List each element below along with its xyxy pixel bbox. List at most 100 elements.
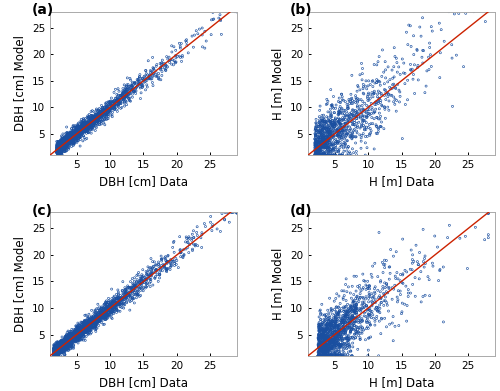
Point	[324, 333, 332, 339]
Point	[60, 345, 68, 351]
Point	[366, 132, 374, 138]
Point	[70, 131, 78, 137]
Point	[54, 345, 62, 351]
Point	[324, 334, 332, 341]
Point	[314, 353, 322, 359]
Point	[65, 134, 73, 140]
Point	[116, 99, 124, 106]
Point	[330, 118, 338, 124]
Point	[76, 328, 84, 334]
Point	[362, 140, 370, 146]
Point	[63, 140, 71, 146]
Point	[92, 112, 100, 118]
Point	[314, 331, 322, 337]
Point	[80, 128, 88, 135]
Point	[76, 323, 84, 330]
Point	[324, 353, 332, 359]
Point	[327, 307, 335, 313]
Point	[352, 314, 360, 320]
Point	[63, 137, 71, 143]
Point	[108, 310, 116, 316]
Point	[324, 118, 332, 124]
Point	[58, 343, 66, 349]
Point	[142, 278, 150, 284]
Point	[64, 341, 72, 347]
Point	[66, 136, 74, 142]
Point	[60, 144, 68, 151]
Point	[96, 318, 104, 325]
Point	[80, 327, 88, 333]
Point	[359, 119, 367, 125]
Point	[120, 95, 128, 101]
Point	[106, 299, 114, 305]
Point	[101, 309, 109, 316]
Point	[335, 128, 343, 134]
Point	[70, 330, 78, 336]
Point	[375, 54, 383, 60]
Point	[128, 286, 136, 292]
Point	[56, 145, 64, 151]
Point	[320, 328, 328, 334]
Point	[161, 262, 169, 268]
Point	[53, 346, 61, 353]
Point	[56, 349, 64, 355]
Point	[54, 149, 62, 155]
Point	[388, 67, 396, 73]
Point	[56, 143, 64, 149]
Point	[120, 89, 128, 95]
Point	[96, 114, 104, 120]
Point	[346, 150, 354, 156]
Point	[53, 352, 61, 358]
Point	[58, 140, 66, 146]
Point	[126, 292, 134, 298]
Point	[90, 115, 98, 122]
Point	[168, 43, 175, 49]
Point	[69, 334, 77, 340]
Point	[330, 109, 338, 116]
Point	[348, 325, 356, 332]
Point	[78, 129, 86, 135]
Point	[324, 336, 332, 343]
Point	[312, 133, 320, 139]
Point	[108, 99, 116, 105]
Point	[78, 337, 86, 343]
Point	[60, 340, 68, 346]
Point	[334, 332, 342, 338]
Point	[374, 125, 382, 131]
Point	[84, 125, 92, 131]
Point	[91, 314, 99, 320]
Point	[55, 139, 63, 145]
Point	[350, 98, 358, 104]
Point	[82, 124, 90, 130]
Point	[320, 332, 328, 338]
Point	[128, 285, 136, 292]
Point	[89, 317, 97, 323]
Point	[128, 288, 136, 294]
Point	[326, 126, 334, 133]
Point	[198, 44, 206, 50]
Point	[52, 342, 60, 348]
Point	[57, 142, 65, 148]
Point	[407, 67, 415, 74]
Point	[68, 342, 76, 348]
Point	[156, 267, 164, 274]
Point	[324, 334, 332, 340]
Point	[62, 343, 70, 349]
Point	[53, 350, 61, 356]
Point	[320, 353, 328, 359]
Point	[72, 129, 80, 135]
Point	[50, 348, 58, 355]
Point	[72, 330, 80, 336]
Point	[322, 348, 330, 354]
Point	[92, 116, 100, 122]
Point	[86, 326, 94, 333]
Point	[66, 131, 74, 137]
Point	[77, 326, 85, 333]
Point	[318, 342, 326, 348]
Point	[55, 147, 63, 153]
Point	[110, 101, 118, 107]
Point	[70, 134, 78, 140]
Point	[233, 9, 241, 15]
Point	[376, 305, 384, 312]
Point	[84, 321, 92, 327]
